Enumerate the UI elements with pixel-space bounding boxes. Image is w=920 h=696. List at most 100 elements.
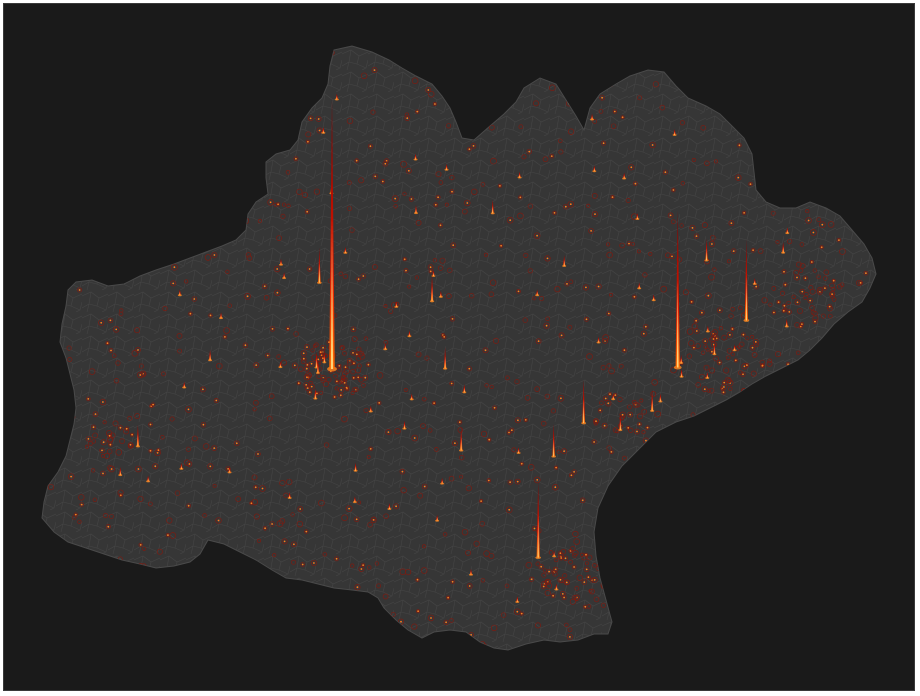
- commune-marker-core: [782, 563, 784, 565]
- commune-marker-core: [550, 155, 553, 158]
- commune-marker: [797, 138, 804, 145]
- commune-marker-core: [746, 486, 748, 489]
- commune-marker-core: [761, 364, 764, 367]
- commune-marker: [59, 114, 65, 119]
- gourdon-spike: [321, 126, 326, 134]
- commune-marker: [244, 293, 251, 300]
- commune-marker: [183, 203, 188, 208]
- commune-marker: [190, 215, 196, 221]
- commune-marker-core: [213, 447, 216, 449]
- commune-marker: [833, 338, 839, 344]
- commune-marker: [853, 415, 858, 421]
- commune-marker: [728, 93, 735, 100]
- commune-marker-core: [853, 623, 856, 625]
- commune-marker-core: [263, 285, 266, 288]
- commune-marker: [227, 303, 233, 308]
- commune-marker: [101, 453, 106, 458]
- commune-marker: [251, 498, 258, 506]
- commune-marker: [353, 387, 359, 393]
- commune-marker-core: [623, 349, 626, 352]
- commune-marker: [828, 313, 833, 319]
- commune-marker-core: [138, 569, 141, 572]
- commune-marker: [66, 345, 72, 351]
- commune-marker: [725, 376, 732, 383]
- commune-marker: [200, 422, 207, 428]
- lodeve-spike: [596, 336, 601, 344]
- commune-marker: [612, 427, 619, 433]
- commune-marker: [271, 86, 276, 92]
- commune-marker: [488, 64, 494, 70]
- commune-marker: [783, 412, 789, 418]
- commune-marker: [825, 583, 832, 590]
- la-grande-motte-spike: [705, 371, 710, 379]
- commune-marker: [433, 73, 439, 79]
- bagneres-spike: [146, 475, 151, 483]
- commune-marker: [361, 383, 366, 388]
- commune-marker: [827, 304, 833, 310]
- commune-marker: [856, 279, 863, 286]
- commune-marker: [818, 613, 824, 619]
- commune-marker-core: [598, 564, 601, 567]
- commune-marker: [602, 338, 608, 344]
- commune-marker-core: [851, 488, 854, 490]
- commune-marker: [681, 52, 688, 59]
- commune-marker: [805, 209, 810, 214]
- commune-marker: [661, 514, 668, 521]
- commune-marker: [77, 287, 83, 293]
- commune-marker: [825, 103, 831, 110]
- commune-marker-core: [664, 171, 667, 174]
- commune-marker-core: [742, 373, 744, 376]
- commune-marker: [632, 401, 639, 408]
- commune-marker: [621, 505, 629, 513]
- commune-marker: [846, 369, 852, 374]
- commune-marker-core: [742, 333, 745, 336]
- commune-marker: [701, 551, 708, 557]
- commune-marker-core: [614, 394, 617, 396]
- commune-marker-core: [322, 346, 324, 349]
- gaillac-spike: [394, 300, 399, 308]
- commune-marker: [425, 87, 432, 93]
- commune-marker: [160, 235, 167, 242]
- commune-marker-core: [56, 73, 58, 76]
- commune-marker-core: [310, 385, 313, 388]
- commune-marker-core: [308, 268, 311, 270]
- commune-marker-core: [50, 380, 52, 383]
- commune-marker-core: [573, 566, 575, 568]
- commune-marker: [452, 440, 458, 447]
- commune-marker: [104, 574, 110, 579]
- commune-marker: [545, 316, 550, 322]
- commune-marker-core: [516, 65, 518, 68]
- commune-marker: [703, 344, 708, 349]
- commune-marker-core: [119, 426, 122, 429]
- commune-marker-core: [319, 351, 322, 354]
- commune-marker: [282, 637, 289, 644]
- commune-marker: [400, 487, 407, 494]
- commune-marker-core: [352, 377, 355, 379]
- commune-marker: [738, 370, 743, 375]
- commune-marker: [274, 289, 281, 296]
- commune-marker: [671, 591, 677, 597]
- commune-marker-core: [139, 374, 142, 376]
- commune-marker-core: [607, 312, 610, 315]
- commune-marker: [812, 268, 817, 273]
- commune-marker: [105, 341, 110, 346]
- commune-marker: [786, 309, 792, 315]
- commune-marker: [726, 379, 734, 387]
- commune-marker: [366, 362, 371, 368]
- commune-marker: [165, 200, 171, 205]
- commune-marker-core: [458, 421, 461, 424]
- commune-marker: [131, 100, 137, 106]
- commune-marker-core: [711, 350, 713, 353]
- commune-marker: [102, 122, 109, 128]
- commune-marker-core: [854, 417, 857, 419]
- commune-marker-core: [235, 442, 238, 445]
- frontignan-spike: [658, 393, 663, 403]
- commune-marker: [90, 424, 97, 430]
- commune-marker: [812, 310, 818, 317]
- commune-marker: [353, 516, 360, 523]
- commune-marker-core: [206, 135, 209, 138]
- commune-marker: [342, 370, 348, 376]
- commune-marker: [602, 334, 610, 341]
- commune-marker: [779, 290, 786, 296]
- commune-marker: [781, 490, 788, 496]
